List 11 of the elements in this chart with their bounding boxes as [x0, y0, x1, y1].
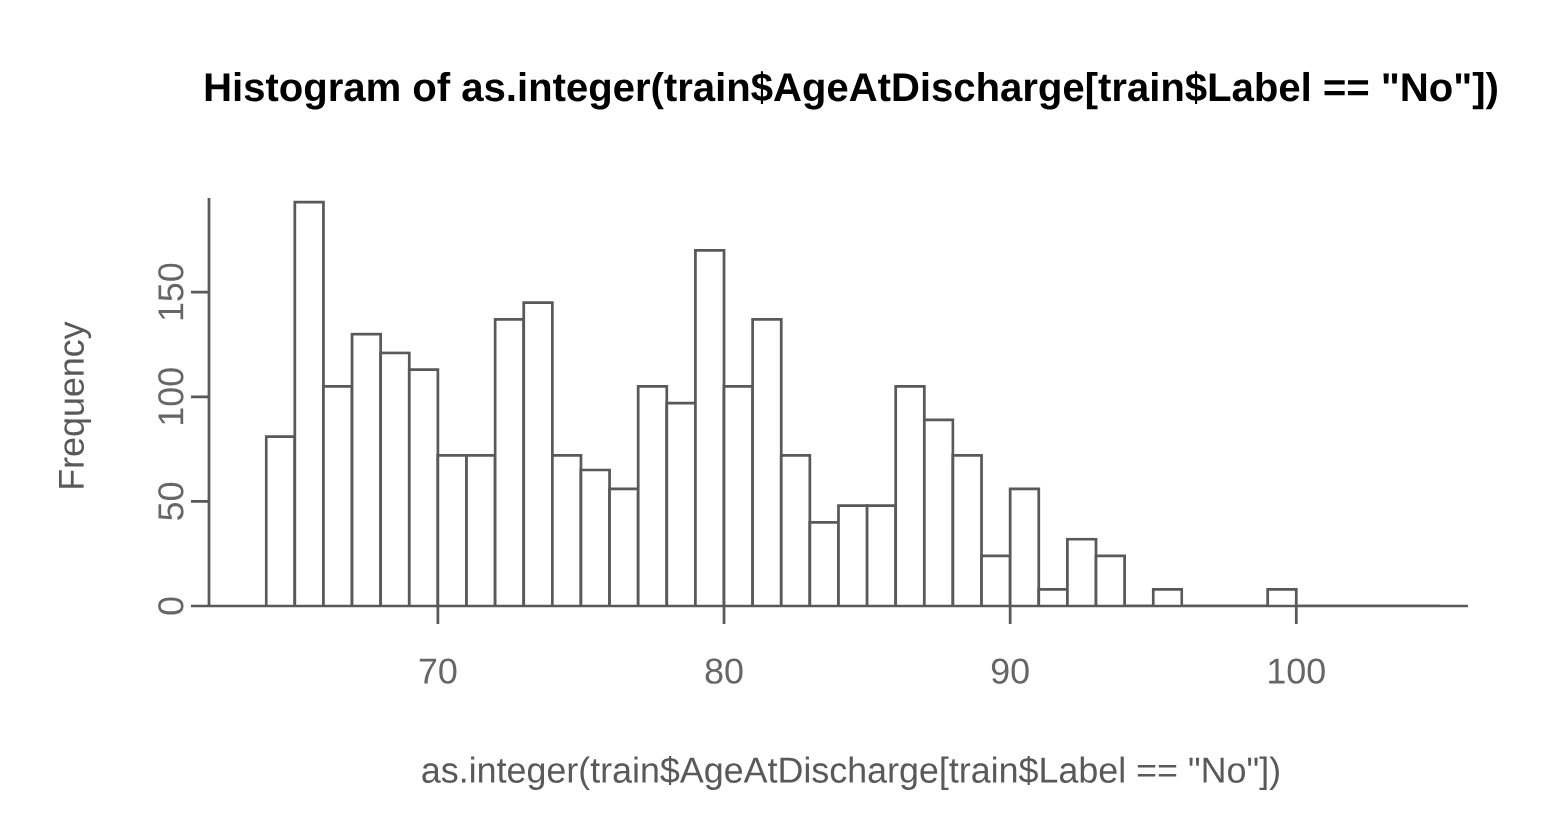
chart-title: Histogram of as.integer(train$AgeAtDischarge[train$Label == "No"]) [205, 71, 1497, 110]
y-tick-label: 100 [158, 368, 184, 424]
y-tick-label: 50 [158, 482, 184, 520]
x-tick-label: 100 [1269, 658, 1325, 684]
x-axis-title: as.integer(train$AgeAtDischarge[train$Label == "No"]) [422, 756, 1279, 790]
x-tick-label: 90 [991, 658, 1029, 684]
y-tick-label: 150 [158, 263, 184, 320]
y-axis-title: Frequency [58, 321, 92, 488]
x-tick-label: 80 [705, 658, 743, 684]
x-tick-label: 70 [419, 658, 457, 684]
y-tick-label: 0 [158, 597, 184, 615]
